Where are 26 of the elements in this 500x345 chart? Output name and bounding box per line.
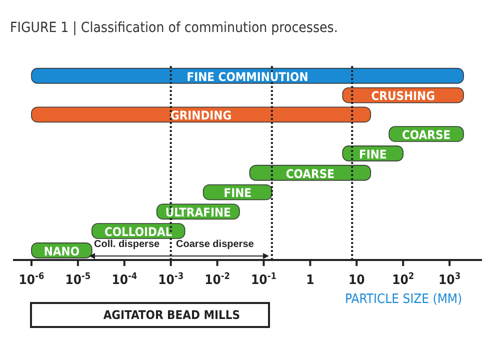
y-tick-label: NANO bbox=[44, 244, 80, 258]
annotation: Coll. disperse bbox=[94, 239, 160, 250]
x-tick-label: 10$^{-1}$ bbox=[251, 272, 277, 288]
y-tick-label: FINE bbox=[358, 147, 387, 162]
x-tick-label: 10$^{-2}$ bbox=[204, 272, 230, 288]
y-tick-label: CRUSHING bbox=[371, 89, 436, 104]
y-tick-label: COARSE bbox=[402, 128, 451, 142]
chart-title: FIGURE 1 | Classification of comminution processes. bbox=[10, 20, 338, 36]
x-tick-label: 10$^{3}$ bbox=[438, 272, 461, 288]
y-tick-label: GRINDING bbox=[170, 108, 232, 123]
x-tick-label: 10$^{2}$ bbox=[392, 272, 414, 288]
x-tick-label: 10 bbox=[348, 273, 365, 288]
x-axis-title: PARTICLE SIZE (MM) bbox=[345, 292, 462, 307]
annotation: Coarse disperse bbox=[176, 239, 254, 250]
y-tick-label: FINE bbox=[224, 186, 252, 200]
labelled-box: AGITATOR BEAD MILLS bbox=[30, 302, 270, 328]
y-tick-label: COLLOIDAL bbox=[104, 225, 172, 240]
bar bbox=[31, 106, 372, 123]
x-tick-label: 10$^{-3}$ bbox=[158, 272, 184, 288]
x-tick-label: 10$^{-6}$ bbox=[18, 272, 44, 288]
x-tick-label: 1 bbox=[306, 273, 314, 288]
x-tick-label: 10$^{-4}$ bbox=[112, 272, 138, 288]
y-tick-label: ULTRAFINE bbox=[165, 206, 231, 220]
y-tick-label: COARSE bbox=[286, 166, 334, 181]
y-tick-label: FINE COMMINUTION bbox=[186, 70, 308, 84]
x-tick-label: 10$^{-5}$ bbox=[65, 272, 91, 288]
